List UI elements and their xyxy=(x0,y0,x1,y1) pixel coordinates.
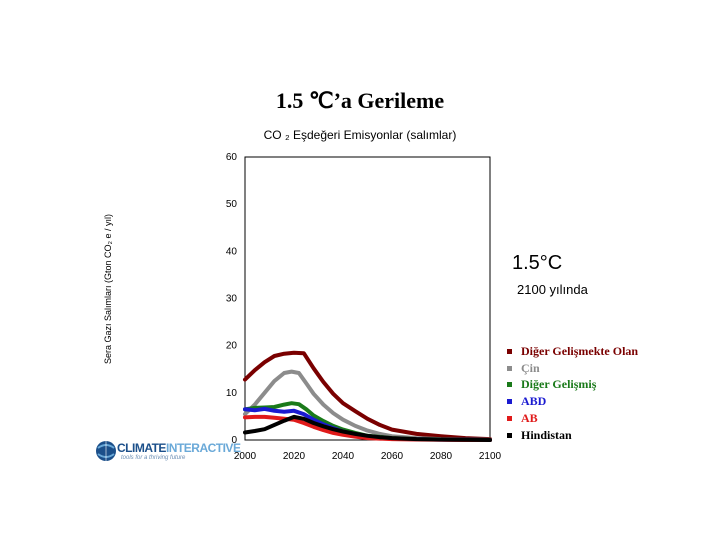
legend-label-3: ABD xyxy=(521,394,547,409)
logo-tagline: tools for a thriving future xyxy=(121,455,186,461)
globe-icon xyxy=(96,441,116,461)
climate-interactive-logo: CLIMATEINTERACTIVE tools for a thriving … xyxy=(95,436,241,466)
target-annotation: 1.5°C xyxy=(512,252,563,274)
chart-subtitle: CO ₂ Eşdeğeri Emisyonlar (salımlar) xyxy=(263,128,457,142)
logo-wordmark: CLIMATEINTERACTIVE xyxy=(117,441,241,455)
target-year-annotation: 2100 yılında xyxy=(517,282,588,297)
logo-word-interactive: INTERACTIVE xyxy=(165,441,241,455)
plot-frame xyxy=(244,156,491,441)
series-line-5 xyxy=(243,414,492,442)
y-tick-label-60: 60 xyxy=(226,152,238,163)
legend-marker-5 xyxy=(507,432,512,438)
legend-item-4: AB xyxy=(507,410,638,427)
y-tick-label-30: 30 xyxy=(226,294,238,305)
logo-word-climate: CLIMATE xyxy=(117,441,166,455)
x-tick-label-2020: 2020 xyxy=(283,451,306,462)
legend-marker-1 xyxy=(507,365,512,371)
y-tick-label-0: 0 xyxy=(231,435,237,446)
legend-label-5: Hindistan xyxy=(521,427,572,442)
legend-item-5: Hindistan xyxy=(507,427,638,444)
series-line-0 xyxy=(243,350,492,442)
x-tick-label-2080: 2080 xyxy=(430,451,453,462)
y-tick-label-20: 20 xyxy=(226,341,238,352)
legend-label-4: AB xyxy=(521,411,538,426)
legend-label-0: Diğer Gelişmekte Olan xyxy=(521,343,639,358)
y-tick-label-40: 40 xyxy=(226,246,238,257)
legend-label-2: Diğer Gelişmiş xyxy=(521,377,597,392)
legend-marker-2 xyxy=(507,382,512,388)
legend-label-1: Çin xyxy=(521,360,540,375)
y-tick-label-10: 10 xyxy=(226,388,238,399)
y-tick-label-50: 50 xyxy=(226,199,238,210)
chart-title: 1.5 ℃’a Gerileme xyxy=(275,88,445,113)
x-tick-label-2060: 2060 xyxy=(381,451,404,462)
legend-item-3: ABD xyxy=(507,393,638,410)
legend-item-1: Çin xyxy=(507,360,638,377)
legend-item-2: Diğer Gelişmiş xyxy=(507,377,638,394)
legend: Diğer Gelişmekte Olan Çin Diğer Gelişmiş AB… xyxy=(507,343,638,444)
legend-marker-3 xyxy=(507,399,512,405)
x-tick-label-2000: 2000 xyxy=(234,451,257,462)
x-tick-label-2040: 2040 xyxy=(332,451,355,462)
x-tick-label-2100: 2100 xyxy=(479,451,502,462)
legend-marker-4 xyxy=(507,416,512,422)
legend-marker-0 xyxy=(507,348,512,354)
legend-item-0: Diğer Gelişmekte Olan xyxy=(507,343,638,360)
